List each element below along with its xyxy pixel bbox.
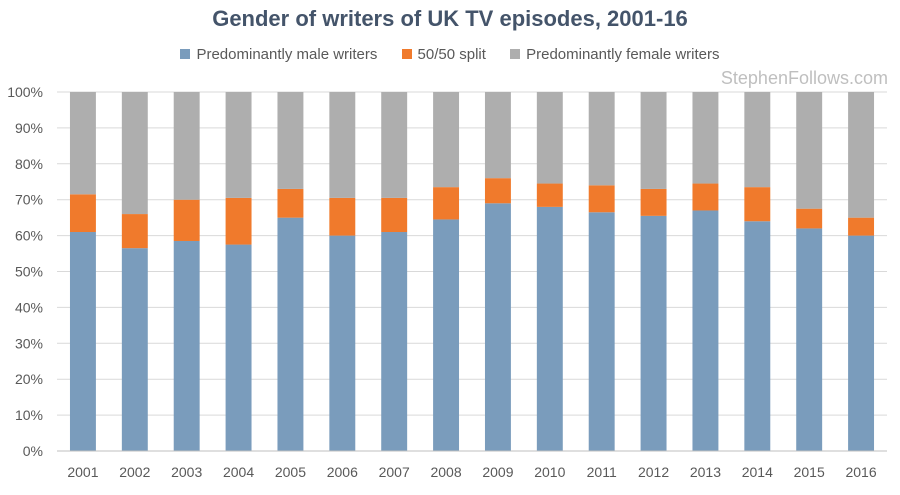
bar-segment-male bbox=[121, 248, 148, 451]
legend-item-male: Predominantly male writers bbox=[180, 46, 377, 63]
x-tick-label: 2009 bbox=[482, 464, 513, 480]
bar-segment-split bbox=[692, 183, 719, 211]
bar-segment-female bbox=[640, 92, 667, 189]
x-tick-label: 2005 bbox=[275, 464, 306, 480]
legend-label-split: 50/50 split bbox=[417, 46, 486, 63]
legend-label-male: Predominantly male writers bbox=[196, 46, 378, 63]
bar-segment-male bbox=[381, 232, 408, 451]
x-tick-label: 2004 bbox=[223, 464, 254, 480]
y-tick-label: 10% bbox=[15, 407, 43, 423]
bar-segment-male bbox=[173, 240, 200, 451]
bar-segment-female bbox=[225, 92, 252, 198]
x-tick-label: 2016 bbox=[845, 464, 876, 480]
bar-segment-female bbox=[173, 92, 200, 200]
bar-segment-split bbox=[796, 208, 823, 229]
y-tick-label: 80% bbox=[15, 156, 43, 172]
bar-segment-female bbox=[744, 92, 771, 188]
bar-segment-female bbox=[536, 92, 563, 184]
x-tick-label: 2001 bbox=[67, 464, 98, 480]
bar-segment-male bbox=[277, 217, 304, 451]
legend-swatch-male bbox=[180, 49, 191, 59]
legend-label-female: Predominantly female writers bbox=[526, 46, 720, 63]
x-tick-label: 2012 bbox=[638, 464, 669, 480]
x-tick-label: 2014 bbox=[742, 464, 773, 480]
bar-segment-male bbox=[69, 232, 96, 451]
x-tick-label: 2011 bbox=[587, 464, 617, 480]
bar-segment-male bbox=[692, 210, 719, 451]
bar-segment-split bbox=[484, 178, 511, 204]
y-tick-label: 50% bbox=[15, 264, 43, 280]
y-tick-label: 70% bbox=[15, 192, 43, 208]
legend-swatch-split bbox=[401, 49, 412, 59]
bar-segment-split bbox=[848, 217, 875, 236]
bar-segment-female bbox=[381, 92, 408, 198]
y-tick-label: 90% bbox=[15, 120, 43, 136]
bar-segment-split bbox=[588, 185, 615, 213]
x-tick-label: 2010 bbox=[534, 464, 565, 480]
bar-segment-male bbox=[848, 235, 875, 451]
bar-segment-male bbox=[744, 221, 771, 451]
x-tick-label: 2007 bbox=[379, 464, 410, 480]
bar-segment-split bbox=[536, 183, 563, 207]
bar-segment-male bbox=[329, 235, 356, 451]
bar-segment-split bbox=[329, 197, 356, 236]
bar-segment-female bbox=[329, 92, 356, 198]
bar-segment-female bbox=[848, 92, 875, 218]
bar-segment-split bbox=[277, 188, 304, 218]
bar-segment-split bbox=[69, 194, 96, 233]
y-tick-label: 100% bbox=[7, 84, 43, 100]
bar-segment-female bbox=[484, 92, 511, 179]
y-tick-label: 30% bbox=[15, 335, 43, 351]
y-tick-label: 0% bbox=[23, 443, 43, 459]
bar-segment-split bbox=[381, 197, 408, 233]
bar-segment-female bbox=[433, 92, 460, 188]
bar-segment-split bbox=[640, 188, 667, 216]
bar-segment-female bbox=[121, 92, 148, 215]
bar-segment-split bbox=[173, 199, 200, 241]
bar-segment-male bbox=[796, 228, 823, 451]
bar-segment-male bbox=[225, 244, 252, 451]
legend-item-split: 50/50 split bbox=[401, 46, 486, 63]
legend-item-female: Predominantly female writers bbox=[510, 46, 720, 63]
y-tick-label: 60% bbox=[15, 228, 43, 244]
bar-segment-female bbox=[692, 92, 719, 184]
x-tick-label: 2015 bbox=[794, 464, 825, 480]
chart-title: Gender of writers of UK TV episodes, 200… bbox=[212, 6, 688, 31]
bar-segment-male bbox=[433, 219, 460, 451]
bar-segment-male bbox=[640, 215, 667, 451]
y-tick-label: 40% bbox=[15, 299, 43, 315]
bar-segment-split bbox=[744, 187, 771, 222]
bar-segment-split bbox=[121, 214, 148, 249]
x-tick-label: 2013 bbox=[690, 464, 721, 480]
watermark: StephenFollows.com bbox=[720, 68, 888, 88]
bar-segment-split bbox=[433, 187, 460, 220]
x-tick-label: 2008 bbox=[430, 464, 461, 480]
x-tick-label: 2006 bbox=[327, 464, 358, 480]
bar-segment-male bbox=[536, 206, 563, 451]
x-tick-label: 2003 bbox=[171, 464, 202, 480]
legend-swatch-female bbox=[510, 49, 521, 59]
bar-segment-split bbox=[225, 197, 252, 245]
bar-segment-female bbox=[69, 92, 96, 195]
y-tick-label: 20% bbox=[15, 371, 43, 387]
bar-segment-female bbox=[796, 92, 823, 209]
legend: Predominantly male writers 50/50 split P… bbox=[0, 46, 900, 63]
x-tick-label: 2002 bbox=[119, 464, 150, 480]
bar-segment-male bbox=[484, 203, 511, 451]
bar-segment-female bbox=[277, 92, 304, 189]
bar-segment-female bbox=[588, 92, 615, 186]
bar-segment-male bbox=[588, 212, 615, 451]
